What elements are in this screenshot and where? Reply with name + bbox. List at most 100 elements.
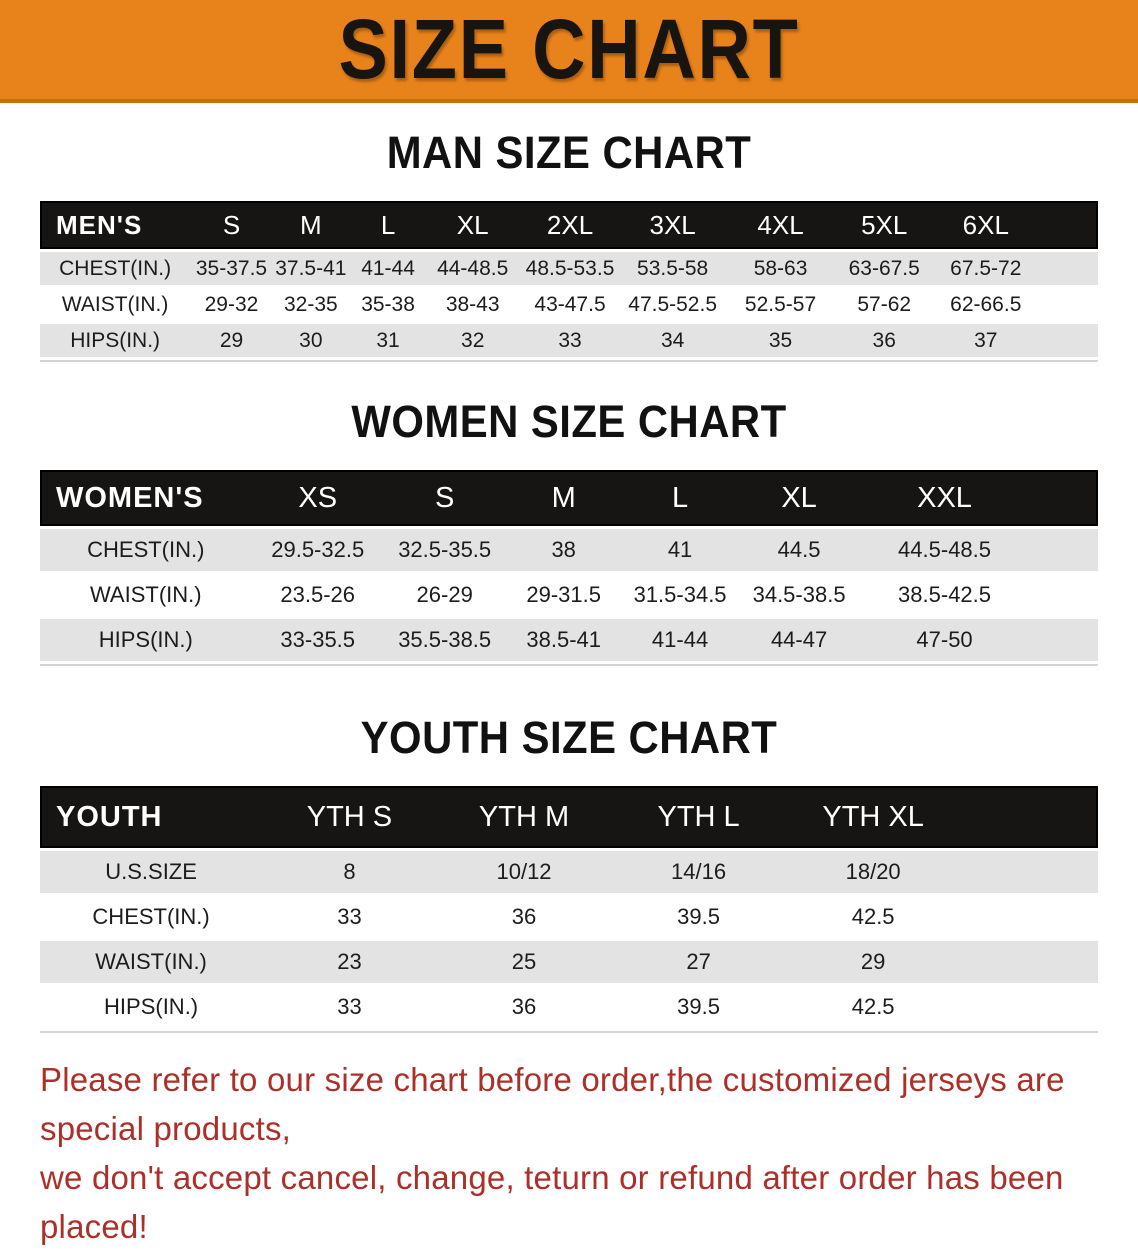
table-row: WAIST(IN.) 23.5-26 26-29 29-31.5 31.5-34… — [40, 574, 1098, 616]
size-cell: 36 — [511, 994, 537, 1019]
size-cell: 34.5-38.5 — [752, 582, 846, 607]
column-header: L — [348, 201, 428, 249]
column-header: YTH L — [611, 786, 786, 848]
table-row: WAIST(IN.) 29-32 32-35 35-38 38-43 43-47… — [40, 288, 1098, 321]
filler-cell — [960, 851, 1098, 893]
footer-note-line2: we don't accept cancel, change, teturn o… — [40, 1159, 1064, 1245]
row-label: CHEST(IN.) — [92, 904, 210, 929]
table-row: WAIST(IN.) 23 25 27 29 — [40, 941, 1098, 983]
size-cell: 23.5-26 — [280, 582, 356, 607]
size-cell: 63-67.5 — [837, 252, 931, 285]
size-cell: 36 — [511, 904, 537, 929]
size-cell: 33 — [337, 994, 362, 1019]
size-chart-title: SIZE CHART — [338, 2, 800, 96]
man-section-heading: MAN SIZE CHART — [0, 127, 1138, 179]
column-header: XL — [738, 470, 860, 526]
women-table-header-row: WOMEN'S XS S M L XL XXL — [40, 470, 1098, 526]
size-cell: 58-63 — [723, 252, 838, 285]
size-cell: 37.5-41 — [272, 252, 349, 285]
size-cell: 53.5-58 — [621, 252, 724, 285]
size-cell: 42.5 — [851, 904, 895, 929]
women-section-heading: WOMEN SIZE CHART — [0, 396, 1138, 448]
youth-section-heading: YOUTH SIZE CHART — [0, 712, 1138, 764]
column-header: L — [621, 470, 739, 526]
filler-cell — [960, 941, 1098, 983]
size-cell: 41 — [621, 529, 739, 571]
column-header: 4XL — [723, 201, 838, 249]
column-header: S — [383, 470, 506, 526]
size-cell: 31 — [348, 324, 428, 357]
size-cell: 35.5-38.5 — [383, 619, 506, 661]
column-header: YTH M — [436, 786, 612, 848]
women-group-label: WOMEN'S — [40, 470, 252, 526]
size-cell: 18/20 — [785, 851, 961, 893]
table-row: CHEST(IN.) 33 36 39.5 42.5 — [40, 896, 1098, 938]
size-cell: 38-43 — [445, 292, 500, 316]
size-cell: 32-35 — [283, 292, 338, 316]
size-cell: 8 — [262, 851, 437, 893]
size-cell: 25 — [436, 941, 612, 983]
table-row: U.S.SIZE 8 10/12 14/16 18/20 — [40, 851, 1098, 893]
row-label: HIPS(IN.) — [104, 994, 199, 1019]
filler-cell — [1041, 288, 1098, 321]
column-header: XS — [251, 470, 384, 526]
size-cell: 30 — [272, 324, 349, 357]
filler-cell — [1040, 324, 1098, 357]
size-cell: 27 — [611, 941, 786, 983]
youth-group-label: YOUTH — [40, 786, 263, 848]
filler-cell — [1029, 619, 1098, 661]
size-cell: 33 — [518, 324, 622, 357]
table-row: CHEST(IN.) 35-37.5 37.5-41 41-44 44-48.5… — [40, 252, 1098, 285]
row-label: WAIST(IN.) — [61, 292, 169, 316]
size-cell: 42.5 — [851, 994, 895, 1019]
size-cell: 57-62 — [857, 292, 912, 316]
size-cell: 38 — [505, 529, 622, 571]
youth-section-heading-text: YOUTH SIZE CHART — [360, 712, 778, 763]
column-header: YTH XL — [785, 786, 961, 848]
column-header: XL — [427, 201, 519, 249]
youth-table-header-row: YOUTH YTH S YTH M YTH L YTH XL — [40, 786, 1098, 848]
size-cell: 41-44 — [621, 619, 739, 661]
women-section-heading-text: WOMEN SIZE CHART — [351, 396, 787, 447]
row-label: U.S.SIZE — [40, 851, 263, 893]
column-header: 3XL — [621, 201, 724, 249]
man-size-table: MEN'S S M L XL 2XL 3XL 4XL 5XL 6XL CHEST… — [40, 198, 1098, 362]
table-row: HIPS(IN.) 33 36 39.5 42.5 — [40, 986, 1098, 1028]
column-header: M — [505, 470, 622, 526]
row-label: HIPS(IN.) — [40, 324, 191, 357]
column-header: M — [272, 201, 349, 249]
size-cell: 44.5 — [738, 529, 860, 571]
size-cell: 23 — [262, 941, 437, 983]
size-cell: 26-29 — [416, 582, 473, 607]
row-label: CHEST(IN.) — [40, 529, 252, 571]
filler-cell — [1040, 201, 1098, 249]
footer-note-line1: Please refer to our size chart before or… — [40, 1061, 1065, 1147]
size-cell: 32 — [427, 324, 519, 357]
filler-cell — [1029, 574, 1098, 616]
size-cell: 43-47.5 — [534, 292, 606, 316]
table-row: HIPS(IN.) 33-35.5 35.5-38.5 38.5-41 41-4… — [40, 619, 1098, 661]
table-row: CHEST(IN.) 29.5-32.5 32.5-35.5 38 41 44.… — [40, 529, 1098, 571]
size-cell: 35-37.5 — [190, 252, 273, 285]
filler-cell — [960, 986, 1098, 1028]
size-cell: 47.5-52.5 — [628, 292, 718, 316]
filler-cell — [1040, 252, 1098, 285]
man-group-label: MEN'S — [40, 201, 191, 249]
column-header: XXL — [859, 470, 1030, 526]
size-cell: 62-66.5 — [950, 292, 1022, 316]
size-cell: 39.5 — [677, 904, 720, 929]
size-cell: 33-35.5 — [251, 619, 384, 661]
column-header: 6XL — [930, 201, 1041, 249]
size-cell: 44.5-48.5 — [859, 529, 1030, 571]
footer-note: Please refer to our size chart before or… — [40, 1055, 1138, 1251]
column-header: 2XL — [518, 201, 622, 249]
size-cell: 31.5-34.5 — [633, 582, 727, 607]
size-cell: 37 — [930, 324, 1041, 357]
size-cell: 29 — [785, 941, 961, 983]
row-label: WAIST(IN.) — [89, 582, 202, 607]
column-header: S — [190, 201, 273, 249]
size-cell: 33 — [337, 904, 362, 929]
filler-cell — [960, 896, 1098, 938]
table-row: HIPS(IN.) 29 30 31 32 33 34 35 36 37 — [40, 324, 1098, 357]
